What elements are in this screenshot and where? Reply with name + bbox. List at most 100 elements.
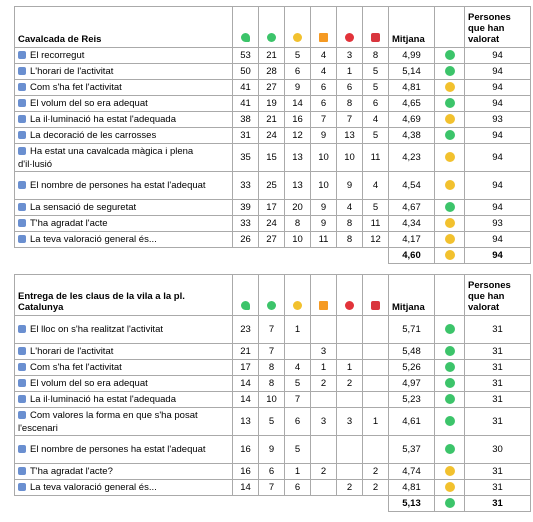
- row-icon: [18, 325, 26, 333]
- row-label: L'horari de l'activitat: [30, 346, 114, 357]
- count-cell: 13: [232, 407, 259, 436]
- icon-header: [258, 274, 285, 316]
- rating-icon: [293, 33, 302, 42]
- count: 39: [240, 202, 251, 213]
- rating-icon: [293, 301, 302, 310]
- status-dot: [444, 234, 455, 245]
- count-cell: 31: [232, 127, 259, 144]
- icon-header: [284, 274, 311, 316]
- count: 7: [268, 346, 275, 357]
- status-cell: [434, 375, 465, 392]
- total-status-cell: [434, 247, 465, 264]
- rating-icon: [345, 301, 354, 310]
- count-cell: [336, 315, 363, 344]
- status-dot: [444, 498, 455, 509]
- data-row: El nombre de persones ha estat l'adequat…: [14, 435, 531, 464]
- row-label: Com valores la forma en que s'ha posat l…: [18, 409, 198, 434]
- count: 23: [240, 324, 251, 335]
- status-cell: [434, 463, 465, 480]
- count-cell: 50: [232, 63, 259, 80]
- mitjana-cell: 4,61: [388, 407, 435, 436]
- count-cell: [310, 479, 337, 496]
- count: 8: [268, 362, 275, 373]
- count-cell: [336, 391, 363, 408]
- count: 6: [372, 98, 379, 109]
- count-cell: 33: [232, 215, 259, 232]
- row-icon: [18, 115, 26, 123]
- persones-cell: 94: [464, 63, 531, 80]
- data-row: El volum del so era adequat 41 19 14 6 8 6 4,65…: [14, 95, 531, 112]
- data-row: Ha estat una cavalcada màgica i plena d'…: [14, 143, 531, 172]
- count-cell: 21: [232, 343, 259, 360]
- mitjana-cell: 4,54: [388, 171, 435, 200]
- count-cell: 11: [310, 231, 337, 248]
- row-icon: [18, 483, 26, 491]
- count-cell: 11: [362, 215, 389, 232]
- row-icon: [18, 379, 26, 387]
- status-dot: [444, 466, 455, 477]
- count-cell: 4: [310, 63, 337, 80]
- count-cell: 7: [336, 111, 363, 128]
- count: 2: [346, 482, 353, 493]
- status-cell: [434, 79, 465, 96]
- page: Cavalcada de Reis Mitjana Persones que han…: [14, 6, 531, 522]
- count: 14: [240, 378, 251, 389]
- row-icon: [18, 131, 26, 139]
- count: 21: [266, 50, 277, 61]
- row-label-cell: El volum del so era adequat: [14, 375, 233, 392]
- count: 10: [318, 152, 329, 163]
- row-label-cell: El nombre de persones ha estat l'adequat: [14, 435, 233, 464]
- count-cell: 38: [232, 111, 259, 128]
- blank-cell: [311, 248, 337, 264]
- count-cell: 9: [258, 435, 285, 464]
- count: 41: [240, 98, 251, 109]
- status-cell: [434, 231, 465, 248]
- total-status-cell: [434, 495, 465, 512]
- status-cell: [434, 171, 465, 200]
- persones-cell: 31: [464, 343, 531, 360]
- status-dot: [444, 394, 455, 405]
- count: 6: [320, 98, 327, 109]
- blank-cell: [337, 248, 363, 264]
- count-cell: 8: [336, 231, 363, 248]
- count-cell: 10: [310, 143, 337, 172]
- status-cell: [434, 479, 465, 496]
- count-cell: [310, 435, 337, 464]
- count-cell: 5: [362, 199, 389, 216]
- count-cell: [310, 315, 337, 344]
- count-cell: 2: [362, 463, 389, 480]
- row-label-cell: Com valores la forma en que s'ha posat l…: [14, 407, 233, 436]
- mitjana-cell: 4,65: [388, 95, 435, 112]
- persones-cell: 31: [464, 315, 531, 344]
- count: 10: [344, 152, 355, 163]
- count-cell: [336, 463, 363, 480]
- count-cell: 8: [258, 375, 285, 392]
- count-cell: 10: [310, 171, 337, 200]
- status-cell: [434, 63, 465, 80]
- count-cell: 6: [284, 63, 311, 80]
- status-cell: [434, 215, 465, 232]
- blank-cell: [311, 496, 337, 512]
- blank-cell: [233, 248, 259, 264]
- row-label-cell: La teva valoració general és...: [14, 231, 233, 248]
- count: 28: [266, 66, 277, 77]
- status-dot: [444, 98, 455, 109]
- persones-cell: 31: [464, 463, 531, 480]
- data-row: L'horari de l'activitat 21 7 3 5,48 31: [14, 343, 531, 360]
- data-row: La sensació de seguretat 39 17 20 9 4 5 4,67 94: [14, 199, 531, 216]
- mitjana-cell: 4,74: [388, 463, 435, 480]
- row-label-cell: L'horari de l'activitat: [14, 63, 233, 80]
- count-cell: 6: [310, 95, 337, 112]
- row-icon: [18, 467, 26, 475]
- count-cell: 1: [284, 315, 311, 344]
- row-icon: [18, 410, 26, 419]
- icon-header: [310, 6, 337, 48]
- icon-header: [258, 6, 285, 48]
- status-cell: [434, 315, 465, 344]
- persones-cell: 93: [464, 111, 531, 128]
- status-dot: [444, 152, 455, 163]
- count-cell: 13: [284, 171, 311, 200]
- count: 1: [346, 362, 353, 373]
- count-cell: 7: [284, 391, 311, 408]
- count: 11: [318, 234, 329, 245]
